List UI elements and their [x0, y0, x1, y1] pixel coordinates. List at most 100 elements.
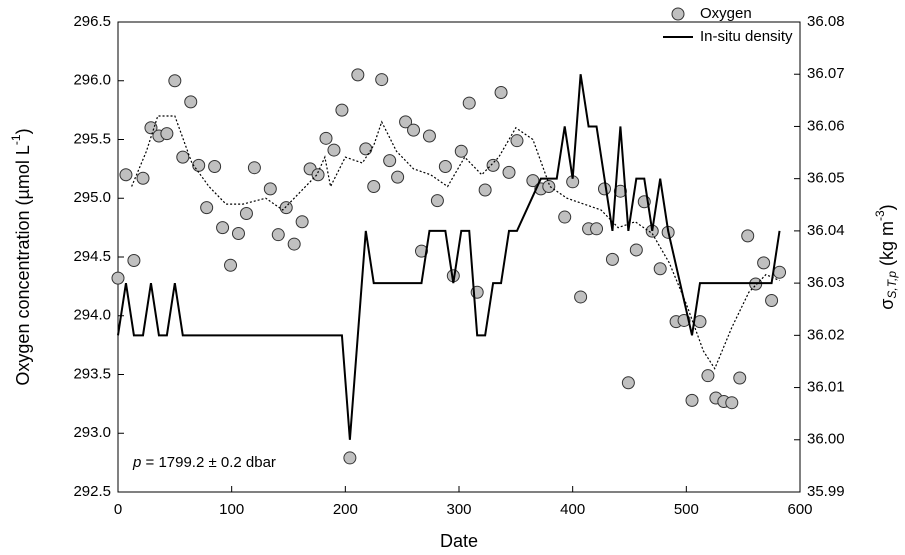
- oxygen-point: [216, 221, 230, 235]
- oxygen-point: [295, 215, 309, 229]
- legend-label: Oxygen: [700, 5, 752, 22]
- oxygen-point: [184, 95, 198, 109]
- oxygen-point: [765, 293, 779, 307]
- y2-label-end: ): [877, 204, 897, 210]
- oxygen-point: [127, 254, 141, 268]
- oxygen-point: [160, 127, 174, 141]
- oxygen-point: [605, 252, 619, 266]
- annotation-p: p: [132, 454, 141, 471]
- oxygen-point: [319, 131, 333, 145]
- y-tick-label: 293.5: [73, 365, 111, 382]
- y2-label-sigma: σ: [877, 299, 897, 310]
- oxygen-point: [351, 68, 365, 82]
- y2-label-sub: S,T,p: [885, 271, 899, 299]
- oxygen-point: [653, 262, 667, 276]
- oxygen-point: [701, 369, 715, 383]
- y-axis-label: Oxygen concentration (µmol L-1): [9, 128, 33, 385]
- oxygen-point: [192, 158, 206, 172]
- oxygen-point: [757, 256, 771, 270]
- y-label-text: Oxygen concentration (µmol L: [13, 145, 33, 386]
- oxygen-point: [438, 160, 452, 174]
- oxygen-point: [111, 271, 125, 285]
- oxygen-point: [454, 144, 468, 158]
- oxygen-point: [733, 371, 747, 385]
- oxygen-point: [335, 103, 349, 117]
- y2-tick-label: 36.08: [807, 13, 845, 30]
- oxygen-point: [462, 96, 476, 110]
- x-tick-label: 200: [333, 501, 358, 518]
- oxygen-point: [119, 168, 133, 182]
- oxygen-point: [271, 228, 285, 242]
- y2-tick-label: 36.06: [807, 117, 845, 134]
- oxygen-point: [239, 207, 253, 221]
- y2-tick-label: 36.07: [807, 65, 845, 82]
- oxygen-point: [176, 150, 190, 164]
- oxygen-point: [741, 229, 755, 243]
- x-tick-label: 300: [446, 501, 471, 518]
- annotation: p = 1799.2 ± 0.2 dbar: [132, 454, 276, 471]
- oxygen-point: [773, 265, 787, 279]
- oxygen-point: [414, 244, 428, 258]
- oxygen-point: [383, 154, 397, 168]
- oxygen-point: [502, 165, 516, 179]
- y-tick-label: 294.5: [73, 248, 111, 265]
- oxygen-point: [486, 158, 500, 172]
- oxygen-point: [287, 237, 301, 251]
- x-tick-label: 600: [787, 501, 812, 518]
- oxygen-point: [422, 129, 436, 143]
- y2-tick-label: 36.00: [807, 431, 845, 448]
- oxygen-point: [327, 143, 341, 157]
- oxygen-point: [399, 115, 413, 129]
- legend-marker: [671, 7, 685, 21]
- oxygen-point: [224, 258, 238, 272]
- oxygen-point: [247, 161, 261, 175]
- y-tick-label: 295.5: [73, 130, 111, 147]
- oxygen-point: [494, 86, 508, 99]
- y2-tick-label: 35.99: [807, 483, 845, 500]
- x-tick-label: 400: [560, 501, 585, 518]
- oxygen-point: [343, 451, 357, 465]
- oxygen-point: [430, 194, 444, 208]
- x-tick-label: 500: [674, 501, 699, 518]
- y2-tick-label: 36.01: [807, 379, 845, 396]
- oxygen-point: [621, 376, 635, 390]
- oxygen-point: [231, 227, 245, 240]
- oxygen-point: [725, 396, 739, 410]
- y-tick-label: 294.0: [73, 307, 111, 324]
- y2-tick-label: 36.05: [807, 170, 845, 187]
- oxygen-point: [590, 222, 604, 236]
- y2-tick-label: 36.04: [807, 222, 845, 239]
- y-label-sup: -1: [9, 134, 23, 145]
- oxygen-point: [629, 243, 643, 257]
- plot-frame: [117, 21, 801, 493]
- oxygen-point: [311, 168, 325, 182]
- y2-axis-label: σS,T,p (kg m-3): [873, 204, 899, 309]
- oxygen-point: [558, 210, 572, 224]
- oxygen-point: [478, 183, 492, 197]
- oxygen-point: [263, 182, 277, 196]
- density-line: [117, 74, 781, 440]
- y-tick-label: 292.5: [73, 483, 111, 500]
- y-tick-label: 296.0: [73, 72, 111, 89]
- oxygen-point: [685, 393, 699, 407]
- x-tick-label: 0: [114, 501, 122, 518]
- annotation-text: = 1799.2 ± 0.2 dbar: [141, 454, 276, 471]
- oxygen-point: [144, 121, 158, 135]
- y-tick-label: 293.0: [73, 424, 111, 441]
- x-tick-label: 100: [219, 501, 244, 518]
- oxygen-point: [208, 160, 222, 174]
- oxygen-point: [542, 180, 556, 193]
- oxygen-point: [693, 315, 707, 329]
- oxygen-point: [168, 74, 182, 88]
- oxygen-point: [279, 201, 293, 215]
- oxygen-point: [359, 142, 373, 156]
- oxygen-point: [613, 184, 627, 198]
- oxygen-point: [574, 290, 588, 304]
- oxygen-point: [375, 73, 389, 87]
- x-axis-label: Date: [440, 531, 478, 551]
- y-tick-label: 296.5: [73, 13, 111, 30]
- oxygen-point: [200, 201, 214, 215]
- oxygen-point: [407, 123, 421, 137]
- y-tick-label: 295.0: [73, 189, 111, 206]
- oxygen-point: [510, 134, 524, 148]
